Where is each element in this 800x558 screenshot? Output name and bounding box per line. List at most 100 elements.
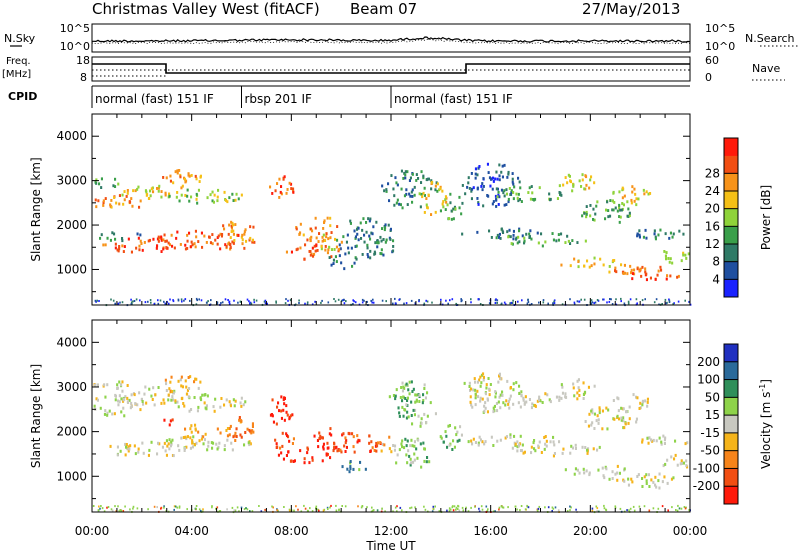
cell	[163, 441, 166, 445]
cell	[393, 203, 396, 207]
cell	[384, 510, 386, 513]
cell	[243, 443, 246, 447]
cell	[187, 173, 190, 177]
cell	[324, 245, 327, 248]
cell	[425, 203, 428, 207]
cell	[157, 302, 160, 305]
cell	[120, 397, 123, 401]
cell	[651, 439, 654, 443]
cell	[118, 245, 121, 248]
cell	[330, 255, 333, 259]
cell	[124, 505, 126, 508]
cell	[582, 397, 585, 400]
cell	[165, 246, 168, 249]
cell	[172, 391, 175, 395]
cell	[181, 300, 183, 303]
cell	[666, 301, 668, 304]
cell	[567, 173, 570, 177]
cell	[530, 185, 533, 188]
cell	[499, 237, 502, 240]
beam-label: Beam 07	[350, 0, 417, 18]
cell	[645, 473, 648, 477]
cell	[375, 449, 378, 453]
cell	[423, 186, 426, 190]
velocity-cells	[92, 372, 691, 514]
cell	[512, 382, 515, 386]
cell	[571, 239, 574, 242]
cell	[439, 209, 442, 213]
cell	[454, 207, 457, 211]
cell	[360, 506, 363, 509]
cell	[618, 471, 621, 475]
cell	[499, 438, 502, 442]
cell	[498, 232, 501, 236]
cell	[232, 199, 235, 202]
cell	[329, 427, 332, 431]
cell	[686, 441, 689, 445]
cell	[614, 266, 617, 270]
cell	[672, 303, 674, 306]
cell	[456, 508, 459, 510]
cell	[636, 232, 639, 236]
cell	[486, 398, 489, 402]
cell	[408, 392, 411, 396]
cell	[127, 237, 130, 241]
cell	[177, 444, 180, 448]
cell	[176, 171, 179, 175]
cell	[516, 196, 519, 200]
cell	[481, 188, 484, 192]
colorbar-swatch	[724, 450, 738, 469]
cell	[165, 510, 167, 513]
cell	[344, 252, 347, 256]
cell	[495, 170, 498, 174]
cell	[174, 399, 177, 403]
cell	[541, 244, 544, 248]
cell	[157, 239, 160, 243]
cell	[517, 176, 520, 180]
cell	[336, 225, 339, 228]
cell	[418, 300, 420, 303]
cell	[458, 509, 461, 512]
cell	[629, 298, 632, 301]
cell	[295, 505, 297, 508]
cell	[204, 432, 207, 436]
cell	[110, 199, 113, 202]
cell	[477, 203, 480, 206]
cell	[137, 236, 140, 240]
cell	[341, 505, 343, 507]
cell	[287, 450, 290, 454]
cell	[130, 301, 133, 304]
cell	[414, 400, 417, 404]
cell	[143, 392, 146, 396]
cell	[584, 446, 587, 449]
cell	[498, 163, 501, 167]
cell	[326, 251, 329, 255]
cell	[479, 375, 482, 379]
cell	[311, 303, 314, 306]
cell	[405, 188, 408, 192]
cell	[338, 243, 341, 247]
cell	[611, 208, 614, 212]
cell	[204, 406, 207, 410]
cell	[113, 196, 116, 199]
cell	[329, 236, 332, 240]
cell	[223, 448, 226, 452]
cell	[198, 298, 200, 301]
cell	[438, 510, 441, 513]
cell	[481, 440, 484, 444]
cell	[156, 187, 159, 190]
cell	[198, 508, 201, 511]
cell	[663, 475, 666, 479]
cell	[114, 177, 117, 181]
cell	[615, 298, 617, 301]
cell	[647, 441, 650, 445]
cell	[503, 203, 506, 207]
cell	[538, 186, 541, 190]
cell	[99, 236, 102, 240]
cell	[320, 245, 323, 248]
cell	[169, 444, 172, 448]
cell	[132, 189, 135, 193]
cell	[611, 477, 614, 480]
cell	[98, 505, 100, 508]
cell	[512, 237, 515, 241]
